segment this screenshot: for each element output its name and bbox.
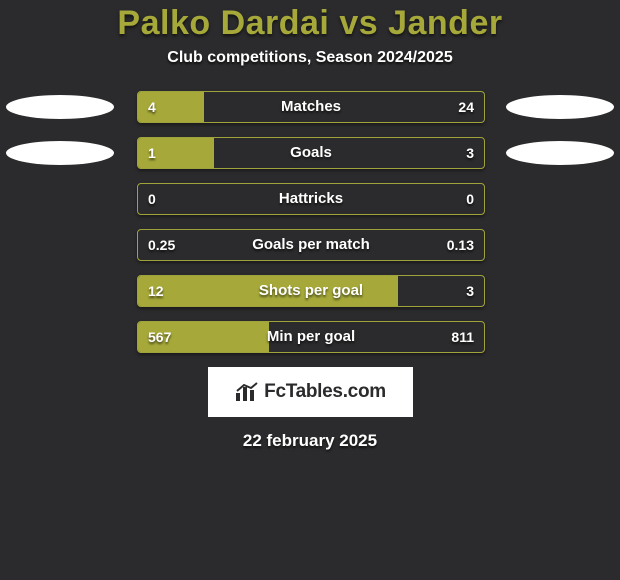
team-badge-right bbox=[506, 95, 614, 119]
bar-fill-left bbox=[138, 138, 214, 168]
stat-bar: 13Goals bbox=[137, 137, 485, 169]
team-badge-left bbox=[6, 95, 114, 119]
stat-right-value: 3 bbox=[456, 276, 484, 306]
stat-bar: 0.25 0.13Goals per match bbox=[137, 229, 485, 261]
chart-icon bbox=[234, 381, 260, 403]
team-badge-right bbox=[506, 141, 614, 165]
stat-row: 0 0Hattricks bbox=[0, 183, 620, 215]
stat-left-value: 0.25 bbox=[138, 230, 185, 260]
stat-right-value: 0.13 bbox=[437, 230, 484, 260]
stat-row: 424Matches bbox=[0, 91, 620, 123]
team-badge-left bbox=[6, 141, 114, 165]
stat-bar: 424Matches bbox=[137, 91, 485, 123]
bar-fill-left bbox=[138, 92, 204, 122]
stat-row: 123Shots per goal bbox=[0, 275, 620, 307]
stat-bar: 567811Min per goal bbox=[137, 321, 485, 353]
brand-text: FcTables.com bbox=[264, 381, 386, 403]
brand-badge: FcTables.com bbox=[208, 367, 413, 417]
stat-right-value: 0 bbox=[456, 184, 484, 214]
date-label: 22 february 2025 bbox=[0, 431, 620, 451]
stat-row: 567811Min per goal bbox=[0, 321, 620, 353]
stat-bar: 123Shots per goal bbox=[137, 275, 485, 307]
stat-left-value: 0 bbox=[138, 184, 166, 214]
bar-fill-left bbox=[138, 322, 269, 352]
stat-bar: 0 0Hattricks bbox=[137, 183, 485, 215]
comparison-widget: Palko Dardai vs Jander Club competitions… bbox=[0, 0, 620, 580]
stat-row: 13Goals bbox=[0, 137, 620, 169]
page-subtitle: Club competitions, Season 2024/2025 bbox=[0, 49, 620, 67]
stat-row: 0.25 0.13Goals per match bbox=[0, 229, 620, 261]
bar-fill-left bbox=[138, 276, 398, 306]
stat-right-value: 24 bbox=[448, 92, 484, 122]
stat-label: Hattricks bbox=[138, 184, 484, 214]
page-title: Palko Dardai vs Jander bbox=[0, 4, 620, 43]
stat-label: Goals per match bbox=[138, 230, 484, 260]
stat-right-value: 811 bbox=[441, 322, 484, 352]
stat-rows: 424Matches 13Goals 0 0Hattricks 0.25 0.13Goal… bbox=[0, 91, 620, 353]
stat-right-value: 3 bbox=[456, 138, 484, 168]
